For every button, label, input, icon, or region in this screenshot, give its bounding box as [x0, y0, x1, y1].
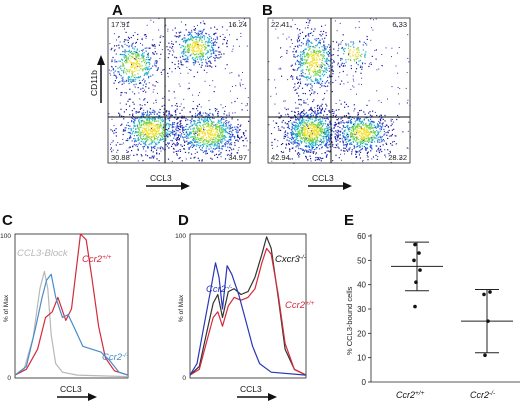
- legend-ccl3-block: CCL3-Block: [17, 248, 69, 259]
- legend-ccr2-wt-d: Ccr2+/+: [285, 300, 315, 312]
- y-tick-label-e-50: 50: [357, 256, 366, 265]
- plot-frame-c: [14, 233, 129, 379]
- y-axis-arrowhead-a: [97, 55, 105, 65]
- quadrant-top-right-a: 16.24: [228, 20, 247, 29]
- histogram-line-d-2: [189, 247, 307, 376]
- data-point-e-1-6: [413, 304, 417, 309]
- scatter-dots-a: [108, 18, 251, 163]
- histogram-lines-c: [14, 233, 129, 378]
- x-axis-label-d: CCL3: [240, 384, 262, 394]
- y-axis-label-a: CD11b: [89, 70, 99, 96]
- dot-plot-marks-e: [391, 241, 513, 358]
- panel-b: 22.41 6.33 42.94 28.32 CCL3: [267, 17, 411, 190]
- y-tick-100-d: 100: [175, 233, 186, 240]
- x-axis-arrowhead-b: [343, 182, 352, 190]
- scatter-dots-b: [268, 18, 411, 164]
- quadrant-top-right-b: 6.33: [392, 20, 407, 29]
- y-tick-0-c: 0: [7, 375, 11, 382]
- y-tick-label-e-40: 40: [357, 281, 366, 290]
- x-axis-arrowhead-a: [181, 182, 190, 190]
- panel-c: 100 0 % of Max CCL3-Block Ccr2+/+ Ccr2-/…: [0, 233, 129, 401]
- legend-ccr2-ko-c: Ccr2-/-: [102, 352, 129, 364]
- category-label-ccr2-ko: Ccr2-/-: [470, 390, 496, 401]
- y-tick-label-e-0: 0: [362, 378, 367, 387]
- x-axis-label-a: CCL3: [150, 173, 172, 183]
- quadrant-bottom-right-a: 34.97: [228, 153, 247, 162]
- plot-frame-a: [107, 17, 251, 164]
- quadrant-top-left-b: 22.41: [271, 20, 290, 29]
- data-point-e-1-4: [418, 268, 422, 272]
- data-point-e-1-3: [412, 258, 416, 263]
- legend-ccr2-wt-c: Ccr2+/+: [82, 254, 112, 266]
- scatter-noise-a: [108, 18, 251, 163]
- scatter-noise-b: [268, 18, 411, 164]
- y-tick-100-c: 100: [0, 233, 11, 240]
- panel-e: 0 10 20 30 40 50 60 % CCL3-bound cells Ccr2+/+…: [345, 232, 520, 400]
- data-point-e-2-3: [486, 319, 490, 323]
- histogram-line-c-3: [14, 273, 129, 376]
- x-axis-label-b: CCL3: [312, 173, 334, 183]
- panel-d: 100 0 % of Max Cxcr3-/- Ccr2+/+ Ccr2-/- …: [175, 233, 315, 401]
- y-axis-label-e: % CCL3-bound cells: [345, 286, 354, 355]
- panel-letter-e: E: [344, 212, 354, 229]
- legend-ccr2-ko-d: Ccr2-/-: [206, 284, 233, 296]
- x-axis-arrowhead-c: [88, 393, 97, 401]
- cluster-b-4: [323, 101, 399, 161]
- histogram-line-c-2: [14, 233, 129, 376]
- quadrant-top-left-a: 17.91: [111, 20, 130, 29]
- histogram-line-d-3: [189, 262, 307, 376]
- plot-frame-d: [189, 233, 307, 379]
- y-tick-0-d: 0: [182, 375, 186, 382]
- data-point-e-1-1: [413, 242, 417, 247]
- y-ticks-e: 0 10 20 30 40 50 60: [357, 232, 371, 387]
- cluster-a-4: [149, 91, 250, 162]
- panel-letter-b: B: [262, 2, 273, 19]
- cluster-a-3: [110, 95, 199, 162]
- y-tick-label-e-60: 60: [357, 232, 366, 241]
- panel-a: 17.91 16.24 30.88 34.97 CCL3 CD11b: [89, 17, 251, 190]
- y-tick-label-e-20: 20: [357, 329, 366, 338]
- data-point-e-1-5: [414, 280, 418, 285]
- data-point-e-2-1: [488, 290, 492, 294]
- quadrant-bottom-left-a: 30.88: [111, 153, 130, 162]
- panel-letter-a: A: [112, 2, 123, 19]
- data-point-e-1-2: [417, 251, 421, 255]
- x-axis-label-c: CCL3: [60, 384, 82, 394]
- y-tick-label-e-30: 30: [357, 305, 366, 314]
- y-axis-label-c: % of Max: [3, 294, 10, 322]
- legend-cxcr3-ko: Cxcr3-/-: [275, 254, 307, 266]
- plot-frame-b: [267, 17, 411, 164]
- histogram-lines-d: [189, 236, 307, 376]
- y-axis-label-d: % of Max: [178, 294, 185, 322]
- cluster-b-1: [280, 19, 344, 113]
- category-label-ccr2-wt: Ccr2+/+: [396, 390, 425, 401]
- quadrant-bottom-left-b: 42.94: [271, 153, 290, 162]
- data-point-e-2-4: [483, 353, 487, 358]
- panel-letter-d: D: [178, 212, 189, 229]
- quadrant-bottom-right-b: 28.32: [388, 153, 407, 162]
- cluster-a-1: [110, 21, 171, 110]
- x-axis-arrowhead-d: [268, 393, 277, 401]
- data-point-e-2-2: [482, 292, 486, 297]
- cluster-a-2: [158, 22, 238, 89]
- y-tick-label-e-10: 10: [357, 354, 366, 363]
- cluster-b-2: [326, 34, 377, 74]
- panel-letter-c: C: [2, 212, 13, 229]
